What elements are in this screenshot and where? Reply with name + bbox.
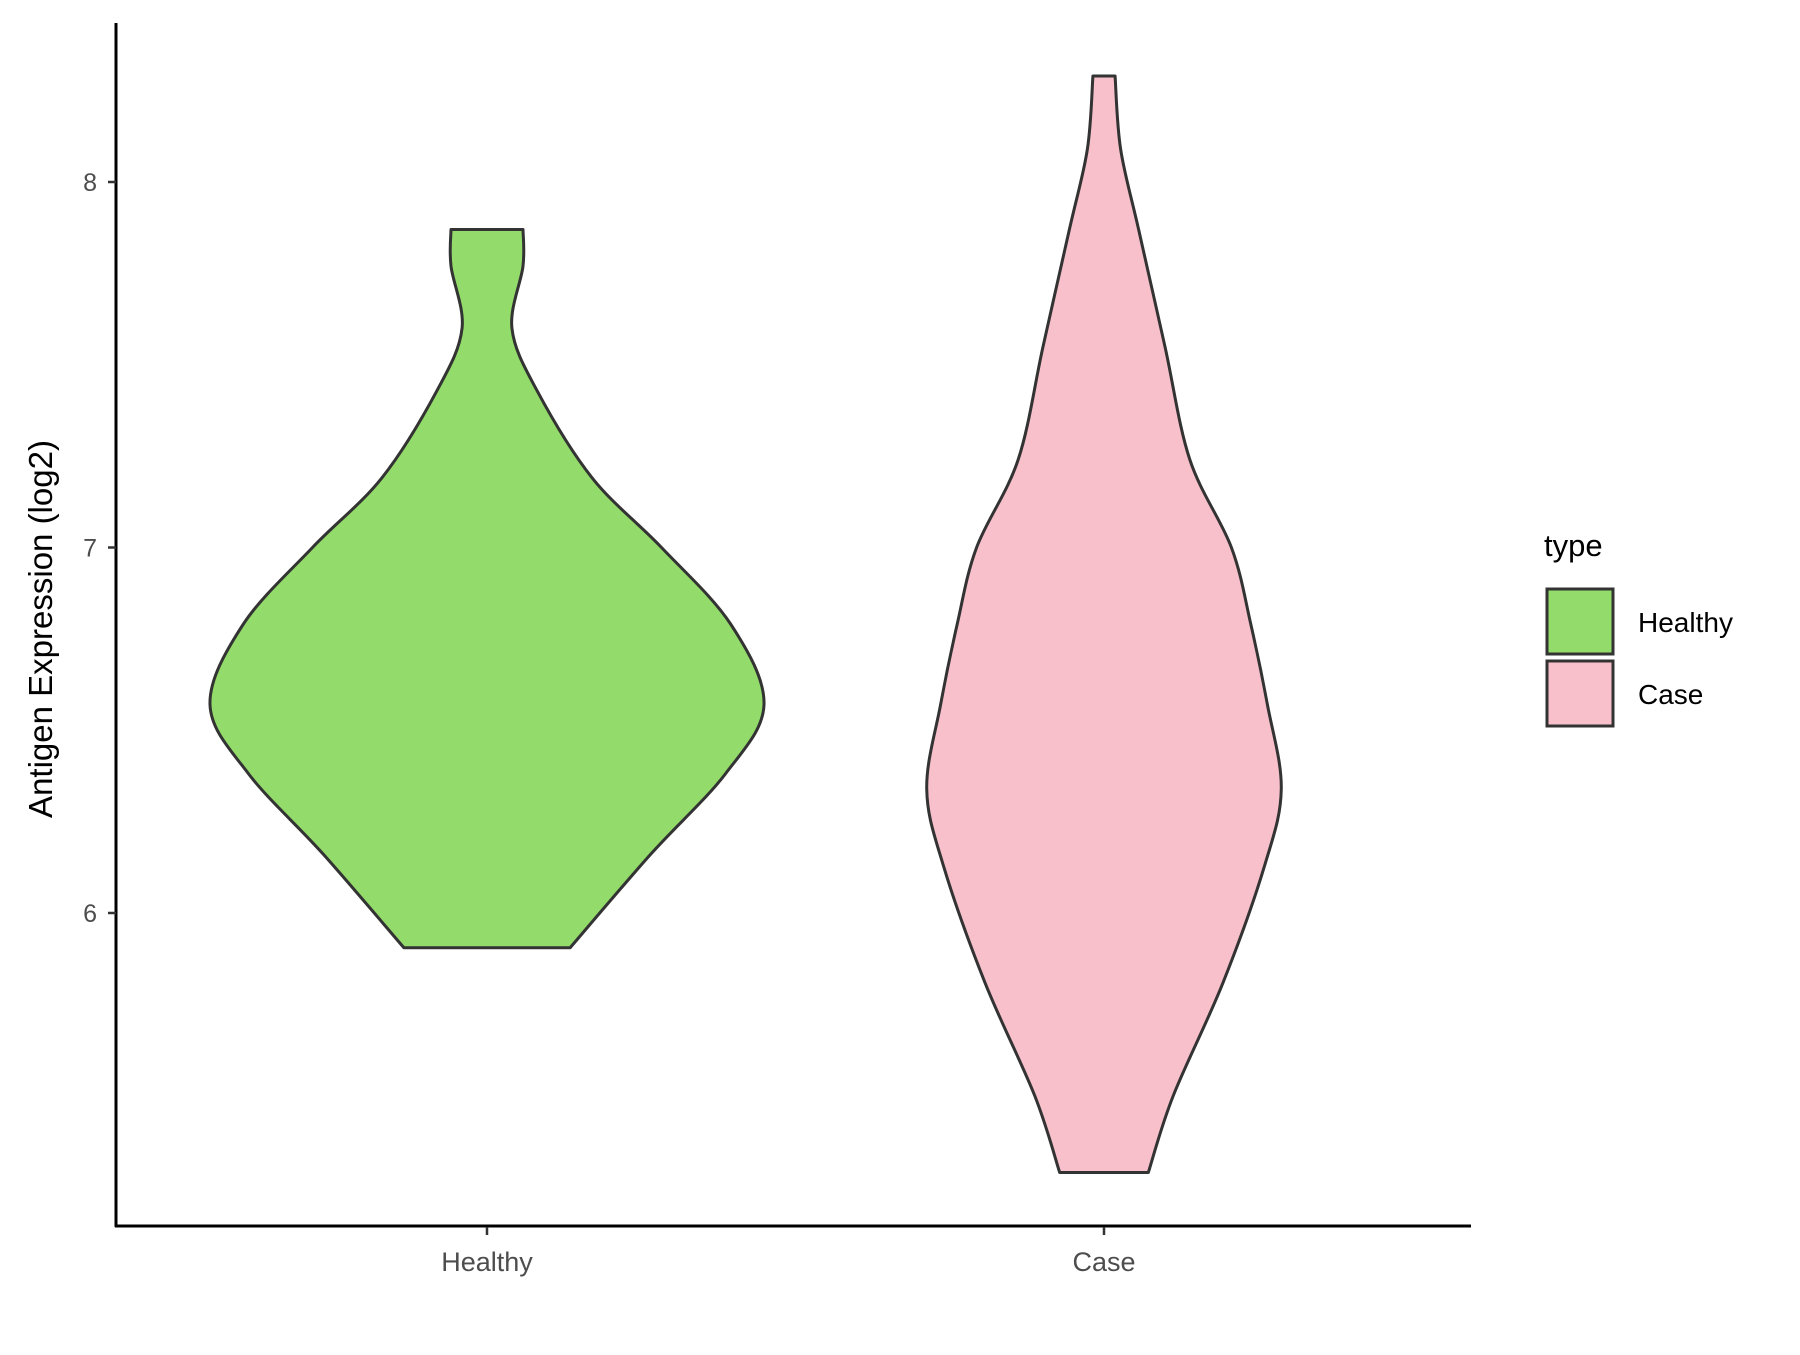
y-tick-label: 7 <box>83 535 97 563</box>
x-tick-label: Healthy <box>441 1247 533 1277</box>
legend-key-case <box>1545 659 1615 728</box>
legend-label: Case <box>1638 679 1703 710</box>
y-tick-label: 6 <box>83 900 97 928</box>
x-tick-label: Case <box>1072 1247 1135 1277</box>
violin-case <box>925 74 1283 1175</box>
legend-key-healthy <box>1545 587 1615 656</box>
violins <box>208 74 1283 1175</box>
legend-label: Healthy <box>1638 607 1733 638</box>
legend: Healthy Case <box>1545 587 1733 728</box>
legend-title: type <box>1544 528 1603 563</box>
x-ticks: Healthy Case <box>441 1227 1136 1277</box>
y-tick-label: 8 <box>83 169 97 197</box>
violin-healthy <box>208 228 766 950</box>
y-axis-label: Antigen Expression (log2) <box>22 440 59 818</box>
y-ticks: 6 7 8 <box>83 169 116 928</box>
